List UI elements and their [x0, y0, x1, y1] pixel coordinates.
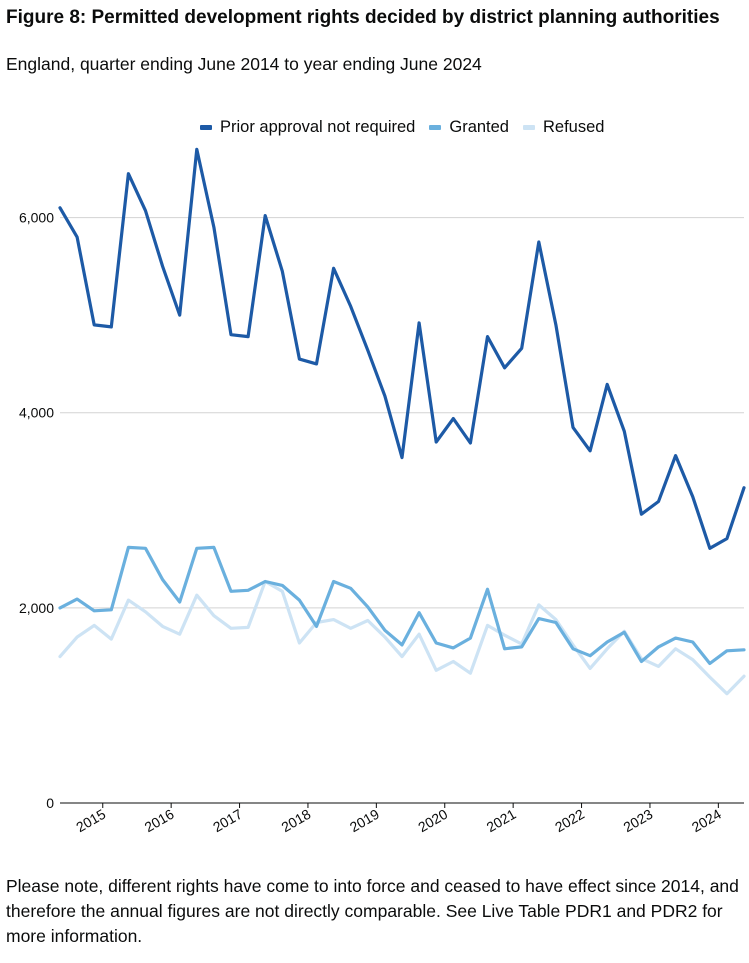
figure-title: Figure 8: Permitted development rights d… [6, 7, 720, 28]
series-line-refused [58, 579, 746, 696]
y-tick-label: 2,000 [19, 600, 54, 616]
x-tick-label: 2021 [484, 806, 519, 836]
x-tick-label: 2020 [415, 806, 450, 836]
x-tick-label: 2017 [210, 806, 245, 836]
y-tick-label: 4,000 [19, 405, 54, 421]
chart-legend: Prior approval not required Granted Refu… [200, 115, 604, 139]
figure-footnote: Please note, different rights have come … [6, 876, 739, 946]
legend-item-granted: Granted [429, 118, 509, 137]
series-line-granted [58, 545, 746, 666]
x-tick-label: 2015 [73, 806, 108, 836]
legend-swatch-granted [429, 124, 442, 130]
x-tick-label: 2022 [552, 806, 587, 836]
x-tick-label: 2024 [689, 806, 724, 836]
line-chart: 0 2,000 4,000 6,000 2015 2016 2017 2018 2019 2020… [19, 147, 746, 836]
legend-label-refused: Refused [542, 117, 605, 136]
figure-subtitle: England, quarter ending June 2014 to yea… [6, 54, 482, 74]
series-line-prior-approval [58, 147, 746, 550]
legend-label-prior-approval: Prior approval not required [220, 117, 416, 136]
y-tick-label: 6,000 [19, 210, 54, 226]
legend-swatch-prior-approval [200, 124, 212, 130]
x-tick-label: 2023 [620, 806, 655, 836]
legend-swatch-refused [522, 124, 535, 130]
x-tick-label: 2016 [142, 806, 177, 836]
legend-label-granted: Granted [449, 117, 509, 136]
legend-item-prior-approval: Prior approval not required [200, 118, 415, 137]
x-tick-label: 2018 [278, 806, 313, 836]
y-tick-label: 0 [46, 795, 54, 811]
x-tick-label: 2019 [347, 806, 382, 836]
legend-item-refused: Refused [522, 117, 605, 137]
